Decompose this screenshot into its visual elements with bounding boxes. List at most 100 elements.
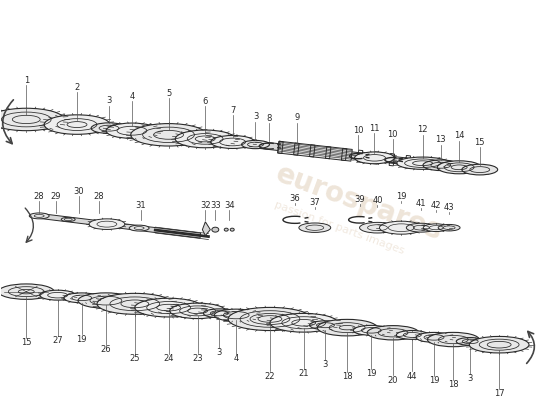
- Ellipse shape: [317, 319, 377, 336]
- Text: 19: 19: [366, 369, 377, 378]
- Text: 3: 3: [217, 348, 222, 357]
- Text: eurospares: eurospares: [272, 160, 447, 246]
- Ellipse shape: [310, 321, 342, 330]
- Text: 24: 24: [163, 354, 174, 363]
- Text: 29: 29: [51, 192, 62, 201]
- Text: 32: 32: [200, 200, 211, 210]
- Text: 20: 20: [388, 376, 398, 384]
- Text: 26: 26: [101, 345, 111, 354]
- Text: 3: 3: [106, 96, 112, 105]
- Ellipse shape: [64, 293, 100, 303]
- Ellipse shape: [397, 330, 428, 339]
- Ellipse shape: [379, 221, 424, 234]
- Text: 27: 27: [52, 336, 63, 345]
- Text: 43: 43: [444, 202, 454, 212]
- Text: 22: 22: [265, 372, 275, 380]
- Text: 9: 9: [294, 113, 299, 122]
- Text: 1: 1: [24, 76, 29, 85]
- Ellipse shape: [438, 224, 460, 231]
- Ellipse shape: [230, 228, 234, 231]
- Ellipse shape: [397, 157, 448, 169]
- Ellipse shape: [424, 224, 449, 232]
- Text: 3: 3: [253, 112, 258, 122]
- Text: 10: 10: [353, 126, 364, 135]
- Ellipse shape: [462, 164, 498, 175]
- Text: 30: 30: [74, 187, 84, 196]
- Text: 5: 5: [166, 89, 171, 98]
- Ellipse shape: [29, 213, 49, 219]
- Text: 12: 12: [417, 125, 428, 134]
- Text: 39: 39: [354, 195, 365, 204]
- Text: 37: 37: [310, 198, 320, 207]
- Text: 33: 33: [210, 200, 221, 210]
- Text: 11: 11: [369, 124, 379, 133]
- Text: 17: 17: [494, 389, 504, 398]
- Ellipse shape: [0, 284, 54, 299]
- Ellipse shape: [61, 217, 75, 222]
- Ellipse shape: [214, 309, 258, 321]
- Ellipse shape: [224, 228, 228, 231]
- Ellipse shape: [406, 223, 436, 232]
- Ellipse shape: [427, 332, 479, 347]
- Polygon shape: [31, 116, 490, 174]
- Ellipse shape: [416, 332, 452, 342]
- Text: 10: 10: [388, 130, 398, 139]
- Ellipse shape: [175, 130, 235, 148]
- Text: 40: 40: [372, 196, 383, 205]
- Ellipse shape: [97, 293, 173, 314]
- Text: 15: 15: [475, 138, 485, 146]
- Ellipse shape: [135, 298, 202, 317]
- Text: 14: 14: [454, 131, 464, 140]
- Text: 18: 18: [448, 380, 459, 389]
- Text: 41: 41: [416, 198, 426, 208]
- Ellipse shape: [456, 338, 484, 345]
- Ellipse shape: [211, 136, 255, 148]
- Text: 19: 19: [429, 376, 439, 385]
- Ellipse shape: [437, 161, 481, 174]
- Text: 34: 34: [224, 200, 234, 210]
- Ellipse shape: [131, 124, 206, 146]
- Polygon shape: [278, 141, 353, 161]
- Ellipse shape: [89, 219, 125, 230]
- Text: 23: 23: [192, 354, 203, 362]
- Ellipse shape: [106, 123, 158, 138]
- Ellipse shape: [270, 313, 338, 332]
- Ellipse shape: [423, 160, 459, 170]
- Text: 44: 44: [407, 372, 417, 381]
- Text: 6: 6: [202, 97, 208, 106]
- Ellipse shape: [44, 115, 110, 134]
- Text: 7: 7: [230, 106, 235, 115]
- Ellipse shape: [228, 308, 312, 330]
- Text: 15: 15: [21, 338, 31, 347]
- Ellipse shape: [0, 108, 64, 131]
- Ellipse shape: [170, 303, 225, 318]
- Text: 31: 31: [135, 200, 146, 210]
- Ellipse shape: [129, 225, 149, 231]
- Text: 21: 21: [299, 370, 309, 378]
- Polygon shape: [26, 288, 509, 349]
- Ellipse shape: [367, 326, 419, 340]
- Ellipse shape: [91, 123, 127, 134]
- Text: 36: 36: [289, 194, 300, 203]
- Ellipse shape: [78, 293, 134, 308]
- Text: 19: 19: [76, 335, 87, 344]
- Text: 42: 42: [431, 200, 442, 210]
- Polygon shape: [39, 214, 201, 238]
- Text: 19: 19: [396, 192, 406, 201]
- Text: passion for parts images: passion for parts images: [273, 200, 406, 256]
- Ellipse shape: [355, 152, 394, 164]
- Text: 4: 4: [129, 92, 135, 101]
- Ellipse shape: [212, 227, 219, 232]
- Text: 28: 28: [34, 192, 45, 201]
- Ellipse shape: [241, 140, 270, 149]
- Text: 13: 13: [436, 135, 446, 144]
- Polygon shape: [202, 222, 210, 236]
- Text: 8: 8: [267, 114, 272, 123]
- Ellipse shape: [40, 290, 75, 300]
- Ellipse shape: [360, 222, 395, 233]
- Ellipse shape: [469, 336, 529, 353]
- Text: 2: 2: [74, 83, 80, 92]
- Text: 4: 4: [234, 354, 239, 363]
- Text: 3: 3: [468, 374, 473, 383]
- Text: 28: 28: [94, 192, 104, 201]
